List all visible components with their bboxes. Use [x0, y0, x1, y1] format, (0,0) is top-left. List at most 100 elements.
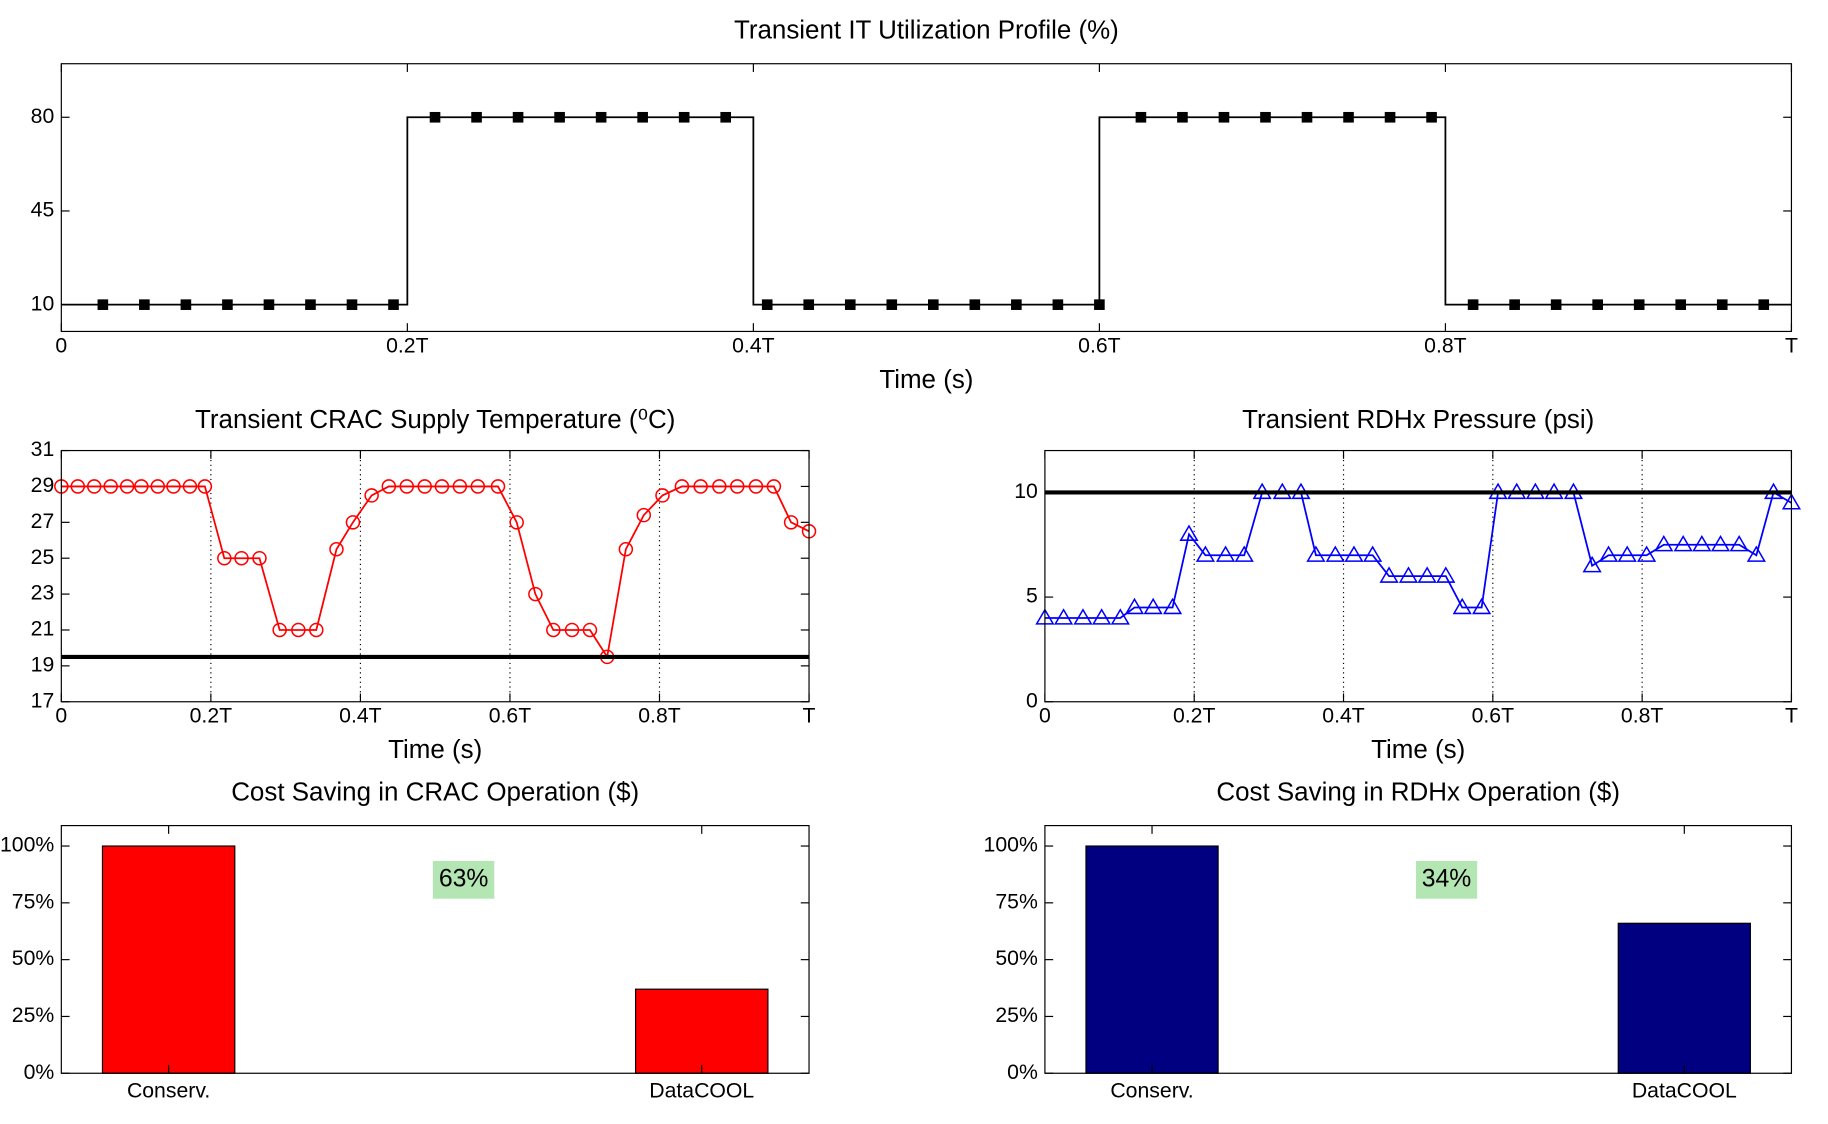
marker	[844, 299, 856, 310]
marker	[150, 479, 166, 494]
x-tick-label: 0	[1039, 705, 1051, 728]
marker	[345, 515, 361, 530]
x-tick-label: Conserv.	[1110, 1080, 1193, 1103]
annotation-box	[432, 860, 495, 899]
marker	[1582, 555, 1602, 573]
marker	[655, 488, 670, 503]
marker	[197, 479, 213, 494]
marker	[761, 299, 773, 310]
x-tick-label: 0.8T	[1424, 334, 1466, 357]
marker	[1215, 545, 1236, 562]
marker	[1143, 597, 1163, 615]
marker	[1306, 545, 1326, 562]
y-tick-label: 25%	[12, 1004, 55, 1027]
marker	[1195, 545, 1215, 562]
y-tick-label: 50%	[12, 947, 55, 970]
x-tick-label: T	[1785, 334, 1798, 357]
x-tick-label: 0	[55, 334, 67, 357]
marker	[1110, 608, 1130, 625]
y-tick-label: 10	[1014, 480, 1038, 503]
marker	[1177, 111, 1188, 123]
marker	[1053, 608, 1074, 625]
plot-area	[61, 63, 1792, 332]
marker	[103, 479, 118, 494]
marker	[748, 479, 764, 494]
y-tick-label: 25%	[995, 1004, 1038, 1027]
x-tick-label: 0.4T	[732, 334, 774, 357]
x-tick-label: 0.6T	[489, 705, 531, 728]
marker	[1363, 545, 1383, 562]
marker	[1344, 545, 1364, 562]
marker	[783, 515, 799, 530]
marker	[1436, 566, 1456, 583]
x-tick-label: 0.4T	[1322, 705, 1364, 728]
marker	[1426, 111, 1437, 123]
marker	[263, 299, 275, 310]
y-tick-label: 19	[31, 653, 55, 676]
marker	[309, 622, 324, 638]
chart-title: Transient IT Utilization Profile (%)	[734, 17, 1119, 45]
chart-title: Transient CRAC Supply Temperature (⁰C)	[195, 406, 675, 434]
y-tick-label: 23	[31, 582, 55, 605]
marker	[291, 622, 306, 638]
y-tick-label: 0	[1026, 689, 1038, 712]
marker	[1675, 299, 1687, 310]
marker	[182, 479, 198, 494]
x-tick-label: 0.8T	[638, 705, 680, 728]
bar	[634, 988, 769, 1074]
y-tick-label: 50%	[995, 947, 1038, 970]
marker	[712, 479, 727, 494]
marker	[528, 586, 543, 602]
y-tick-label: 29	[31, 474, 55, 497]
chart-title: Transient RDHx Pressure (psi)	[1242, 406, 1594, 434]
marker	[1234, 545, 1254, 562]
marker	[546, 622, 561, 638]
annotation-box	[1415, 860, 1478, 899]
axes-frame	[60, 63, 1793, 333]
x-tick-label: 0.8T	[1621, 705, 1663, 728]
x-tick-label: 0.6T	[1472, 705, 1514, 728]
marker	[1654, 534, 1674, 552]
marker	[1710, 534, 1731, 552]
y-tick-label: 10	[31, 292, 55, 315]
x-tick-label: T	[803, 705, 816, 728]
marker	[1417, 566, 1437, 583]
marker	[1592, 299, 1603, 310]
y-tick-label: 21	[31, 618, 55, 641]
marker	[1692, 534, 1712, 552]
marker	[1637, 545, 1657, 562]
marker	[70, 479, 86, 494]
marker	[678, 111, 690, 123]
marker	[388, 299, 399, 310]
marker	[166, 479, 181, 494]
y-tick-label: 17	[31, 689, 55, 712]
marker	[119, 479, 135, 494]
series-line	[61, 485, 810, 660]
marker	[618, 541, 634, 557]
axes-frame	[1044, 824, 1793, 1074]
x-tick-label: DataCOOL	[649, 1080, 754, 1103]
marker	[217, 550, 232, 566]
marker	[1301, 111, 1313, 123]
marker	[470, 479, 486, 494]
marker	[554, 111, 565, 123]
marker	[1260, 111, 1271, 123]
x-tick-label: 0	[55, 705, 67, 728]
marker	[429, 111, 441, 123]
marker	[509, 515, 524, 530]
marker	[1094, 299, 1105, 310]
marker	[730, 479, 745, 494]
y-tick-label: 25	[31, 546, 55, 569]
marker	[381, 479, 397, 494]
y-tick-label: 100%	[0, 834, 54, 857]
marker	[1384, 111, 1396, 123]
marker	[1073, 608, 1093, 625]
marker	[1716, 299, 1728, 310]
marker	[693, 479, 708, 494]
marker	[139, 299, 150, 310]
x-tick-label: Conserv.	[127, 1080, 210, 1103]
marker	[969, 299, 981, 310]
marker	[471, 111, 482, 123]
y-tick-label: 45	[31, 199, 55, 222]
marker	[272, 622, 287, 638]
